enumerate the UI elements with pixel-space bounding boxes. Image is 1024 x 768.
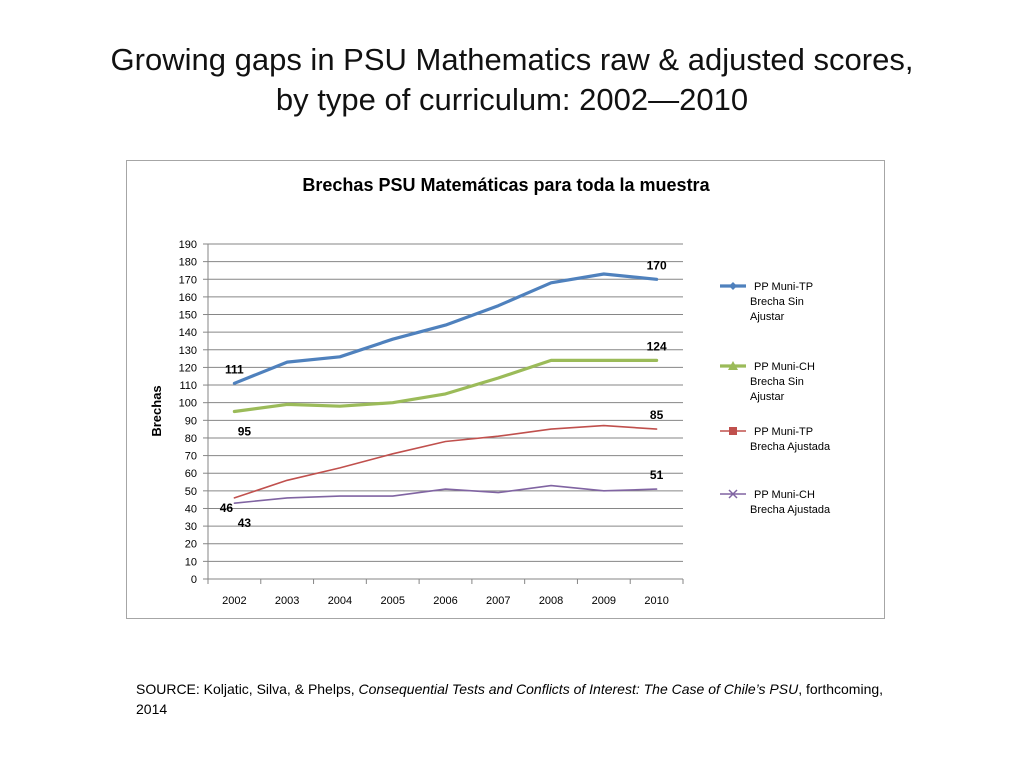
data-label: 43: [238, 516, 252, 530]
data-label: 95: [238, 425, 252, 439]
data-label: 51: [650, 468, 664, 482]
x-tick-label: 2008: [539, 595, 563, 607]
legend-marker-x: [728, 489, 738, 499]
slide-title: Growing gaps in PSU Mathematics raw & ad…: [0, 40, 1024, 120]
x-tick-label: 2009: [592, 595, 616, 607]
x-tick-label: 2007: [486, 595, 510, 607]
x-tick-label: 2004: [328, 595, 352, 607]
legend-label-line: Ajustar: [750, 311, 785, 323]
source-book-title: Consequential Tests and Conflicts of Int…: [358, 681, 799, 697]
legend-label-line: Brecha Sin: [750, 376, 804, 388]
legend-marker-triangle: [728, 361, 738, 370]
x-tick-label: 2002: [222, 595, 246, 607]
legend-label: PP Muni-TP Brecha Sin Ajustar: [750, 281, 813, 323]
series-line-4: [233, 484, 658, 505]
y-tick-label: 10: [185, 556, 197, 568]
y-tick-label: 130: [179, 345, 197, 357]
y-tick-label: 40: [185, 503, 197, 515]
y-tick-label: 100: [179, 398, 197, 410]
series-line-2: [232, 358, 659, 414]
series-line-3: [233, 424, 658, 499]
y-tick-label: 0: [191, 574, 197, 586]
y-tick-label: 80: [185, 433, 197, 445]
y-tick-label: 70: [185, 451, 197, 463]
legend-label-line: Brecha Ajustada: [750, 441, 831, 453]
series-line-1: [232, 272, 659, 385]
legend-marker-diamond: [729, 282, 737, 290]
slide-title-line-2: by type of curriculum: 2002—2010: [275, 82, 749, 117]
y-tick-label: 180: [179, 257, 197, 269]
data-label: 124: [647, 339, 667, 353]
source-suffix: , forthcoming, 2014: [136, 681, 884, 717]
y-tick-label: 50: [185, 486, 197, 498]
legend-label-line: PP Muni-CH: [754, 361, 815, 373]
y-tick-label: 190: [179, 239, 197, 251]
legend-label-line: Brecha Sin: [750, 296, 804, 308]
y-tick-label: 60: [185, 468, 197, 480]
legend-label-line: PP Muni-CH: [754, 489, 815, 501]
y-tick-label: 160: [179, 292, 197, 304]
y-tick-label: 90: [185, 415, 197, 427]
legend-label: PP Muni-TP Brecha Ajustada: [750, 426, 831, 453]
source-prefix: SOURCE: Koljatic, Silva, & Phelps,: [136, 681, 359, 697]
y-tick-label: 30: [185, 521, 197, 533]
legend-label: PP Muni-CH Brecha Ajustada: [750, 489, 831, 516]
legend-label-line: PP Muni-TP: [754, 426, 813, 438]
x-tick-label: 2003: [275, 595, 299, 607]
x-tick-label: 2005: [380, 595, 404, 607]
data-label: 111: [225, 362, 244, 376]
y-tick-label: 120: [179, 362, 197, 374]
y-tick-label: 140: [179, 327, 197, 339]
x-tick-label: 2006: [433, 595, 457, 607]
data-label: 85: [650, 408, 664, 422]
y-tick-label: 20: [185, 539, 197, 551]
slide-title-line-1: Growing gaps in PSU Mathematics raw & ad…: [110, 42, 914, 77]
source-citation: SOURCE: Koljatic, Silva, & Phelps, Conse…: [136, 679, 896, 719]
chart-title: Brechas PSU Matemáticas para toda la mue…: [302, 175, 710, 195]
y-tick-label: 150: [179, 310, 197, 322]
y-tick-label: 110: [179, 380, 197, 392]
legend-marker-square: [729, 427, 737, 435]
x-tick-label: 2010: [644, 595, 668, 607]
line-chart: Brechas PSU Matemáticas para toda la mue…: [149, 175, 831, 607]
data-label: 46: [220, 501, 234, 515]
data-label: 170: [647, 258, 667, 272]
chart-frame: Brechas PSU Matemáticas para toda la mue…: [126, 160, 885, 619]
y-tick-label: 170: [179, 274, 197, 286]
legend-label-line: Brecha Ajustada: [750, 504, 831, 516]
legend-label-line: Ajustar: [750, 391, 785, 403]
legend-label: PP Muni-CH Brecha Sin Ajustar: [750, 361, 815, 403]
legend-label-line: PP Muni-TP: [754, 281, 813, 293]
y-axis-label: Brechas: [149, 385, 164, 436]
